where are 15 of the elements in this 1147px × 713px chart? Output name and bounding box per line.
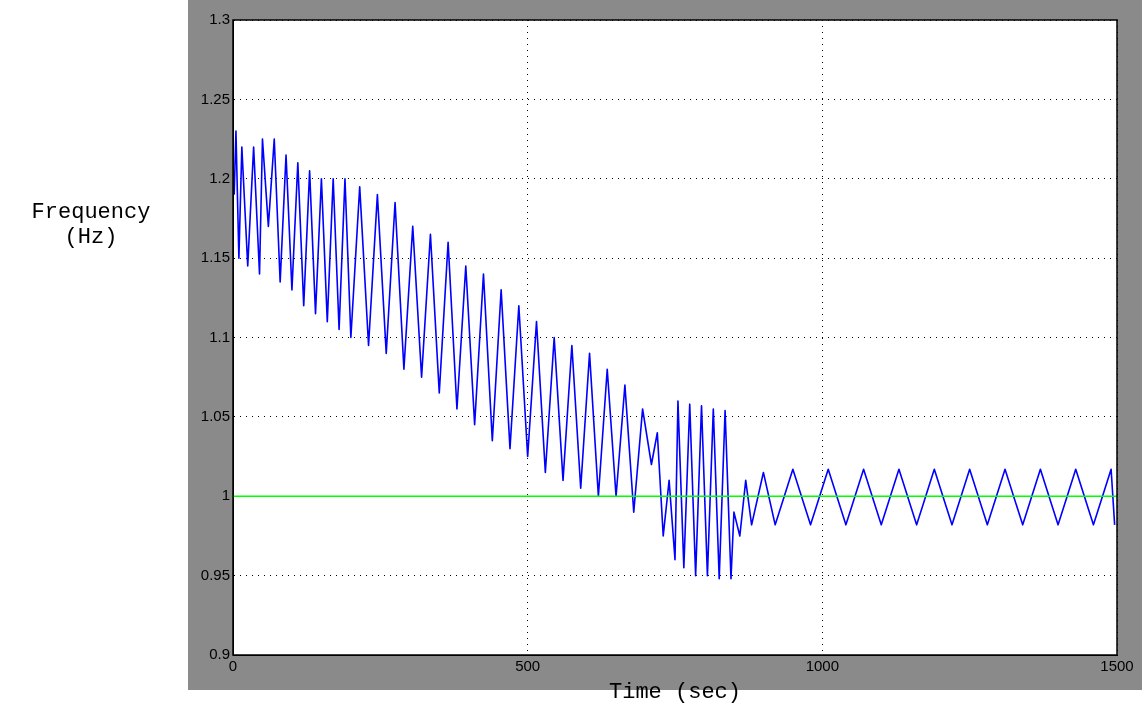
y-tick-label: 1.15 [200, 248, 230, 266]
y-axis-title: Frequency (Hz) [30, 200, 152, 250]
x-axis-title: Time (sec) [608, 680, 742, 705]
y-tick-label: 1.3 [209, 10, 230, 28]
y-tick-label: 1.1 [209, 327, 230, 345]
y-tick-label: 0.9 [209, 645, 230, 663]
x-tick-label: 1500 [1100, 657, 1134, 675]
y-tick-label: 1.2 [209, 168, 230, 186]
x-tick-label: 500 [515, 657, 541, 675]
y-tick-label: 0.95 [200, 565, 230, 583]
x-tick-label: 0 [228, 657, 238, 675]
y-tick-label: 1 [221, 486, 230, 504]
x-tick-label: 1000 [805, 657, 840, 675]
y-tick-label: 1.05 [200, 407, 230, 425]
y-tick-label: 1.25 [200, 89, 230, 107]
